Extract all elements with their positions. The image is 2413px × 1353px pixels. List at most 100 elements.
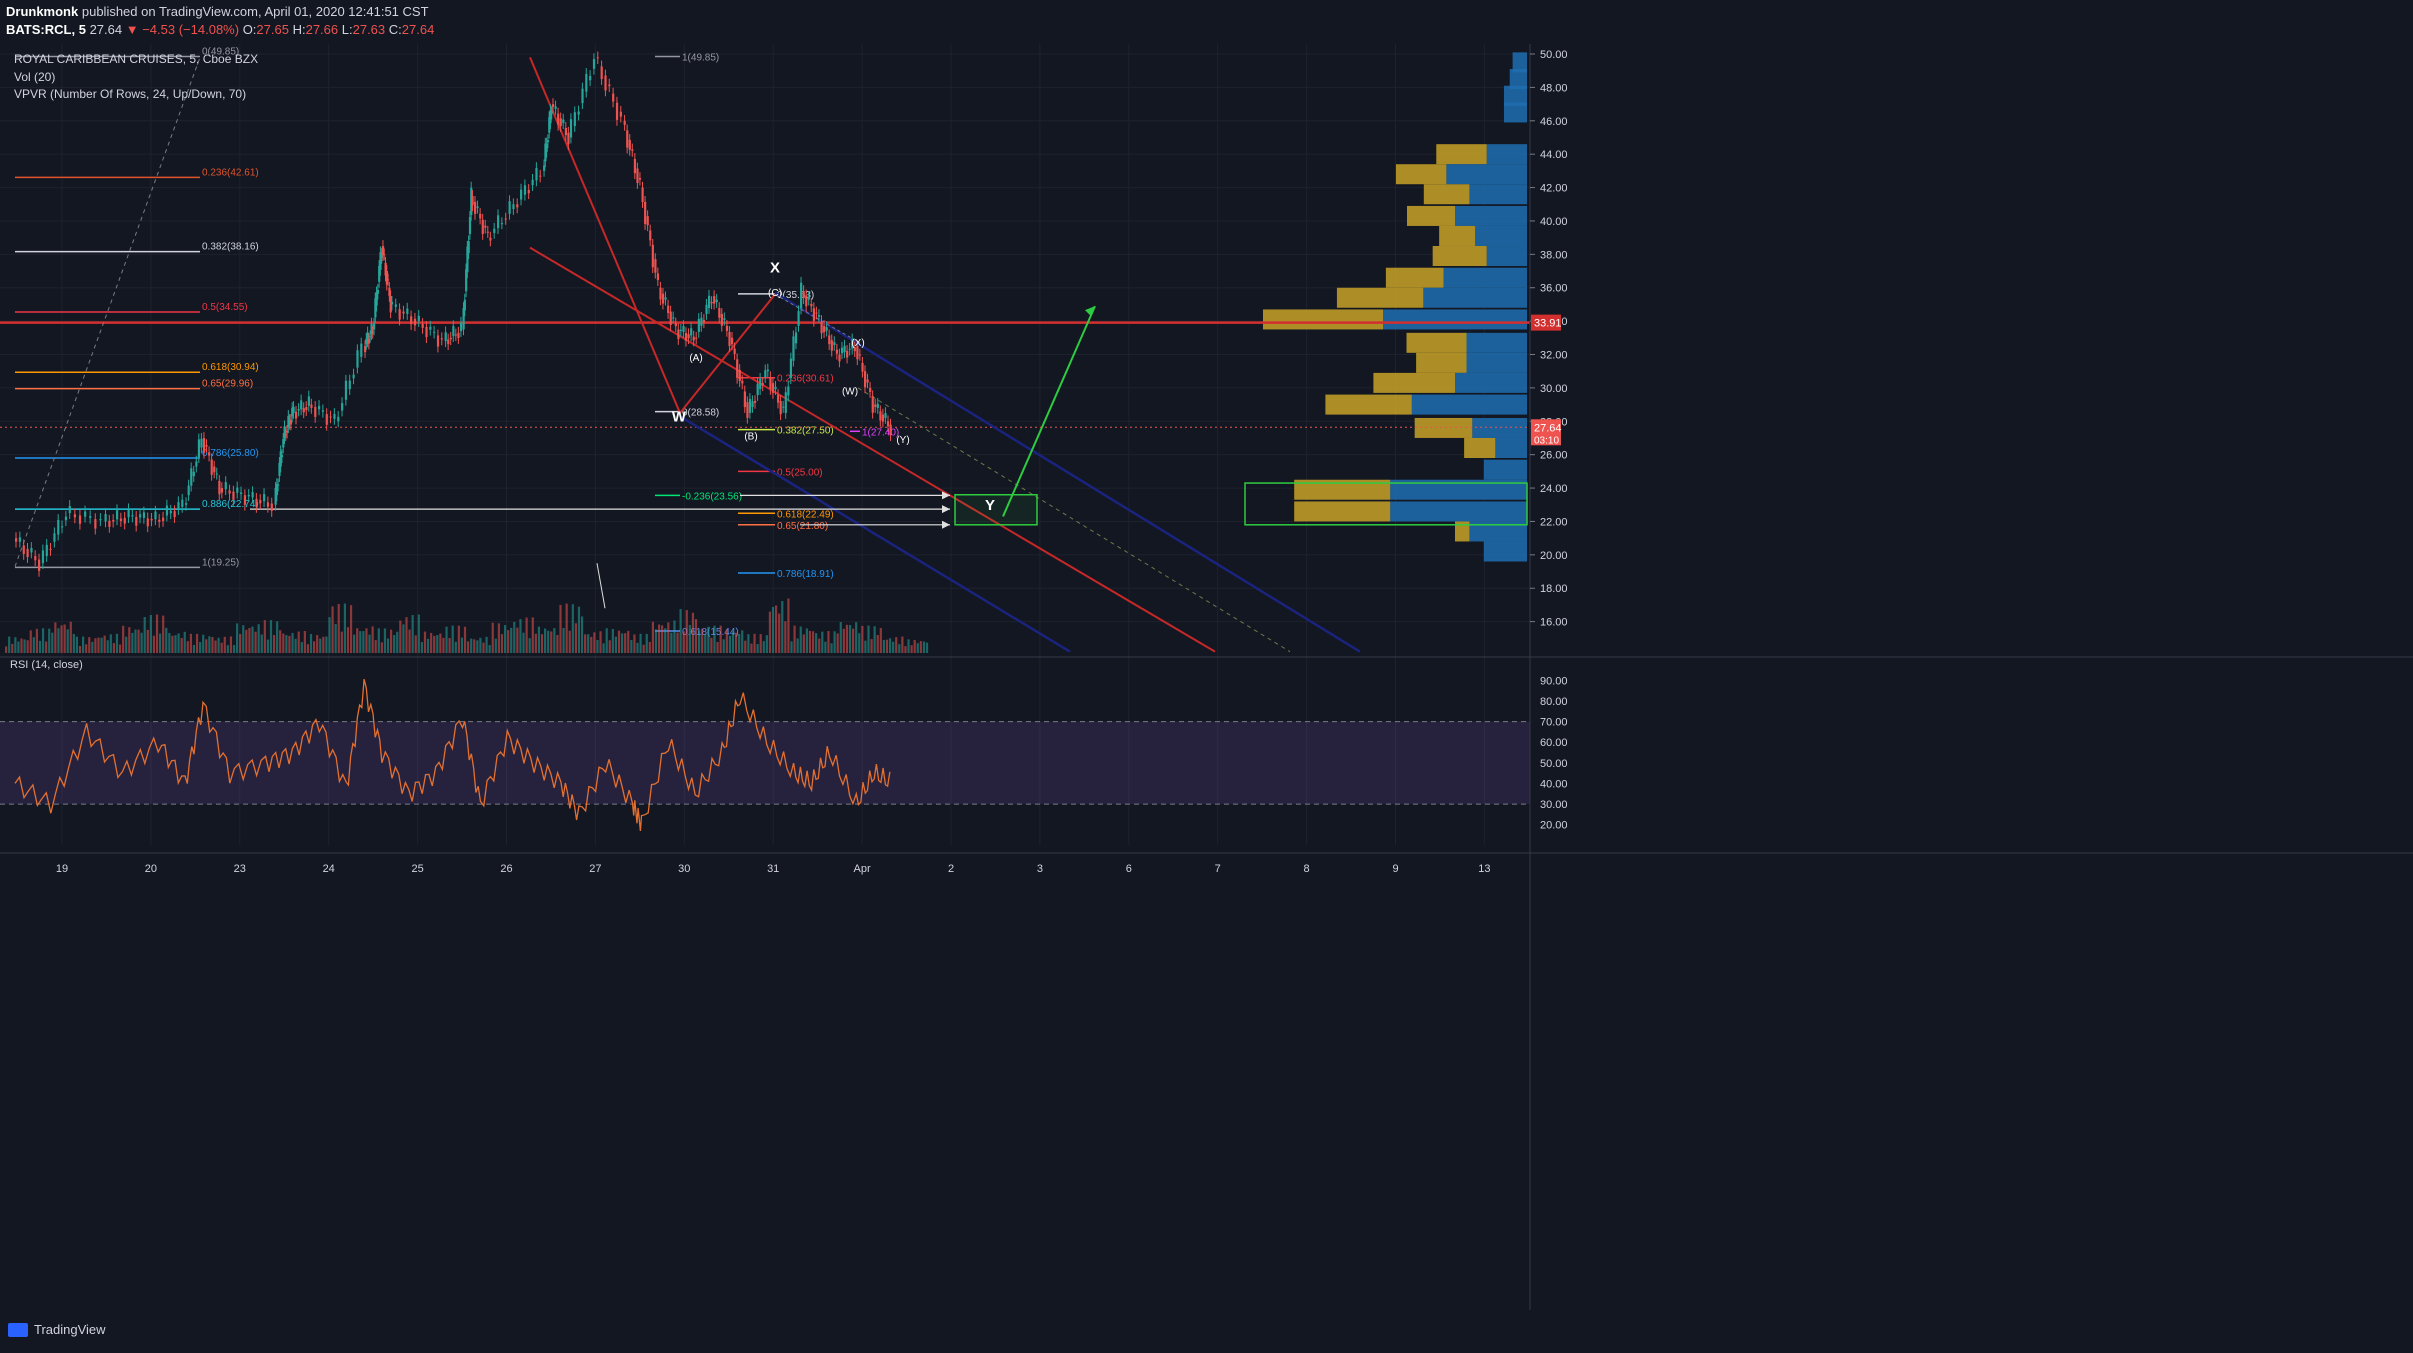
candle-body [292,406,295,413]
volume-bar [599,631,602,653]
candle-body [287,415,290,428]
time-tick-label: 25 [411,863,423,875]
volume-bar [547,630,550,653]
volume-bar [69,621,72,653]
candle-body [608,84,611,87]
candle-body [512,204,515,210]
candle-body [489,237,492,241]
vp-down-bar [1407,205,1455,226]
candle-body [284,434,287,436]
volume-bar [587,634,590,653]
candle-body [638,178,642,180]
volume-bar [279,630,282,653]
candle-body [470,187,473,215]
arrow-head [942,520,950,529]
vp-up-bar [1486,246,1527,267]
candle-body [815,312,818,314]
rsi-tick-label: 80.00 [1540,696,1568,708]
volume-bar [180,637,183,653]
candle-body [544,143,547,162]
volume-bar [436,635,439,653]
trading-chart[interactable]: 0(49.85) 0.236(42.61) 0.382(38.16) 0.5(34.5… [0,44,2413,1310]
vp-up-bar [1469,521,1527,542]
volume-bar [633,634,636,653]
volume-bar [383,628,387,653]
candle-body [756,383,759,396]
candle-body [549,110,552,124]
candle-body [131,515,134,517]
candle-body [468,216,472,235]
tradingview-logo[interactable]: TradingView [8,1322,106,1337]
candle-body [557,113,560,125]
candle-body [807,296,810,300]
volume-bar [402,624,405,653]
candle-body [218,480,221,495]
candle-body [61,526,64,528]
volume-bar [405,617,408,653]
volume-bar [565,603,568,653]
last-price-tag [1531,419,1561,446]
volume-bar [38,640,42,653]
candle-body [476,206,479,208]
candle-body [208,452,211,456]
volume-bar [836,633,839,653]
candle-body [116,510,119,520]
vol-legend[interactable]: Vol (20) [14,70,55,84]
vp-down-bar [1294,479,1391,500]
volume-bar [830,643,833,653]
vp-up-bar [1390,479,1527,500]
volume-bar [605,628,608,653]
volume-bar [827,631,830,653]
volume-bar [380,642,383,653]
fib-label-left: 0.618(30.94) [202,362,259,373]
candle-body [741,380,744,384]
candle-body [333,414,336,419]
candle-body [810,303,813,307]
candle-body [649,230,652,241]
volume-bar [174,635,177,653]
candle-body [695,337,698,339]
candle-body [190,468,193,486]
fibonacci-levels: 0(49.85) 0.236(42.61) 0.382(38.16) 0.5(34.5… [0,47,1530,638]
volume-bar [611,629,614,653]
volume-bar [199,642,202,653]
volume-bar [916,643,919,653]
candle-body [805,295,808,307]
candle-body [769,377,772,389]
volume-bar [747,634,750,653]
candle-body [869,387,872,393]
volume-bar [910,645,913,653]
vp-down-bar [1436,144,1487,165]
rsi-tick-label: 30.00 [1540,799,1568,811]
candle-body [417,315,420,322]
volume-bar [236,623,239,653]
candle-body [700,317,703,326]
rsi-tick-label: 50.00 [1540,758,1568,770]
fib-label-right: -0.236(23.56) [682,491,742,502]
volume-bar [898,644,901,653]
candle-body [371,331,374,333]
author-name[interactable]: Drunkmonk [6,4,79,19]
candle-body [192,471,195,477]
volume-bar [636,642,639,653]
candle-body [279,451,282,467]
volume-bar [319,638,322,653]
volume-bar [353,634,356,653]
candle-body [181,499,184,507]
symbol-label[interactable]: BATS:RCL, 5 [6,22,86,37]
candle-body [139,514,142,518]
arrow-head [942,491,950,500]
volume-bar [821,631,824,653]
candle-body [548,117,551,133]
wave-labels: W X Y (A) (B) (C) (W) (X) (Y) [672,260,995,514]
price-tick-label: 38.00 [1540,249,1568,261]
volume-bar [516,627,519,653]
candle-body [215,473,218,475]
rsi-pane[interactable]: RSI (14, close) [0,659,1530,831]
vpvr-legend[interactable]: VPVR (Number Of Rows, 24, Up/Down, 70) [14,87,246,101]
volume-bar [562,627,565,653]
price-tick-label: 40.00 [1540,216,1568,228]
vp-down-bar [1423,184,1470,205]
volume-bar [426,638,430,653]
volume-bar [100,637,103,653]
